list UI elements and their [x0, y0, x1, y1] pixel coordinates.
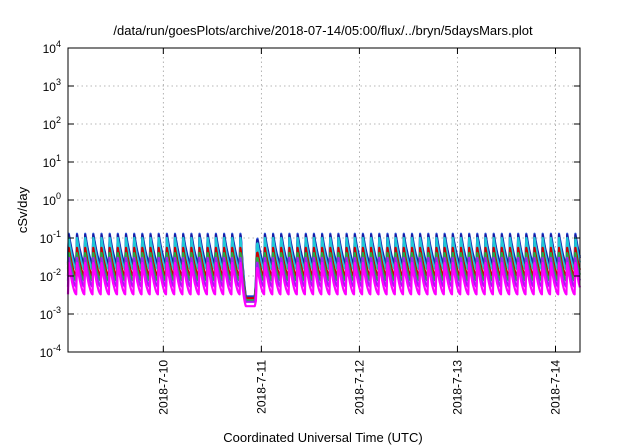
- series-line: [66, 236, 581, 300]
- y-tick-exponent: -2: [53, 267, 61, 277]
- y-tick-label: 102: [43, 115, 61, 132]
- y-tick-exponent: 0: [56, 191, 61, 201]
- y-tick-exponent: -1: [53, 229, 61, 239]
- x-tick-label: 2018-7-11: [254, 360, 268, 414]
- y-tick-base: 10: [40, 232, 54, 246]
- chart-title: /data/run/goesPlots/archive/2018-07-14/0…: [113, 23, 533, 38]
- x-tick-label: 2018-7-10: [156, 360, 170, 415]
- y-tick-base: 10: [40, 270, 54, 284]
- series-line: [66, 261, 581, 308]
- y-tick-label: 10-1: [40, 229, 61, 246]
- grid: [68, 48, 580, 352]
- x-tick-label: 2018-7-12: [352, 360, 366, 415]
- y-tick-label: 10-4: [40, 343, 61, 360]
- y-tick-exponent: 1: [56, 153, 61, 163]
- y-tick-base: 10: [43, 118, 57, 132]
- y-axis-label: cSv/day: [15, 186, 30, 233]
- axis-ticks: 10-410-310-210-11001011021031042018-7-10…: [40, 39, 580, 415]
- x-axis-label: Coordinated Universal Time (UTC): [223, 430, 422, 445]
- y-tick-label: 100: [43, 191, 61, 208]
- y-tick-exponent: 3: [56, 77, 61, 87]
- y-tick-base: 10: [43, 80, 57, 94]
- y-tick-label: 103: [43, 77, 61, 94]
- y-tick-base: 10: [43, 42, 57, 56]
- y-tick-base: 10: [43, 156, 57, 170]
- y-tick-label: 10-3: [40, 305, 61, 322]
- y-tick-base: 10: [40, 346, 54, 360]
- y-tick-label: 104: [43, 39, 61, 56]
- y-tick-exponent: 4: [56, 39, 61, 49]
- y-tick-base: 10: [43, 194, 57, 208]
- y-tick-exponent: -4: [53, 343, 61, 353]
- y-tick-exponent: -3: [53, 305, 61, 315]
- y-tick-label: 101: [43, 153, 61, 170]
- series-group: [66, 232, 581, 308]
- x-tick-label: 2018-7-14: [548, 360, 562, 415]
- y-tick-exponent: 2: [56, 115, 61, 125]
- x-tick-label: 2018-7-13: [450, 360, 464, 415]
- y-tick-base: 10: [40, 308, 54, 322]
- y-tick-label: 10-2: [40, 267, 61, 284]
